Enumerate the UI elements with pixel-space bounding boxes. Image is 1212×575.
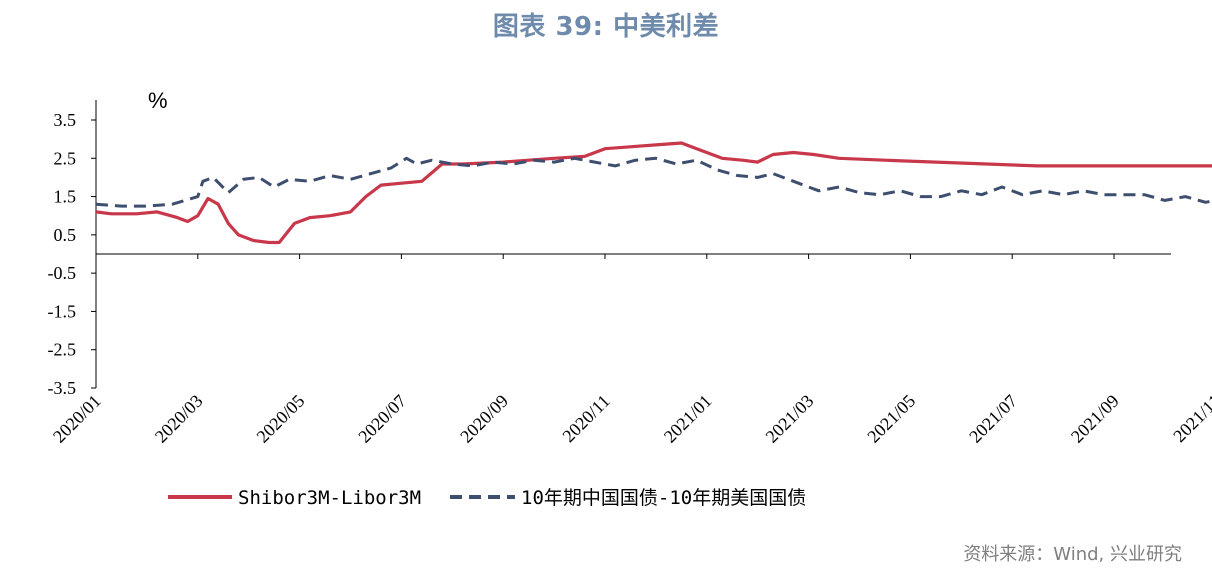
x-tick-label: 2021/03: [762, 391, 818, 447]
series-line-shibor: [95, 141, 1212, 245]
source-note: 资料来源：Wind, 兴业研究: [963, 544, 1182, 565]
legend-label-bond: 10年期中国国债-10年期美国国债: [521, 487, 806, 509]
series-layer: [95, 141, 1212, 245]
x-tick-label: 2020/01: [49, 391, 105, 447]
legend-label-shibor: Shibor3M-Libor3M: [238, 487, 421, 509]
chart-title: 图表 39: 中美利差: [492, 12, 720, 42]
series-line-bond-spread: [95, 156, 1212, 208]
legend: Shibor3M-Libor3M 10年期中国国债-10年期美国国债: [168, 487, 806, 509]
x-tick-label: 2021/11: [1169, 391, 1212, 446]
x-tick-label: 2021/05: [863, 391, 919, 447]
x-tick-label: 2020/03: [151, 391, 207, 447]
y-tick-label: -3.5: [48, 378, 77, 398]
y-tick-label: -2.5: [48, 340, 77, 360]
y-tick-label: 3.5: [54, 110, 77, 130]
x-tick-label: 2021/01: [660, 391, 716, 447]
x-tick-label: 2021/07: [965, 391, 1021, 447]
x-tick-label: 2021/09: [1067, 391, 1123, 447]
x-tick-label: 2020/11: [558, 391, 613, 446]
y-tick-label: -0.5: [48, 263, 77, 283]
y-tick-label: 0.5: [54, 225, 77, 245]
x-tick-label: 2020/07: [354, 391, 410, 447]
x-tick-label: 2020/09: [456, 391, 512, 447]
y-tick-label: 2.5: [54, 148, 77, 168]
y-tick-label: 1.5: [54, 187, 77, 207]
y-tick-label: -1.5: [48, 301, 77, 321]
x-tick-label: 2020/05: [253, 391, 309, 447]
y-axis-unit-label: %: [148, 88, 168, 113]
